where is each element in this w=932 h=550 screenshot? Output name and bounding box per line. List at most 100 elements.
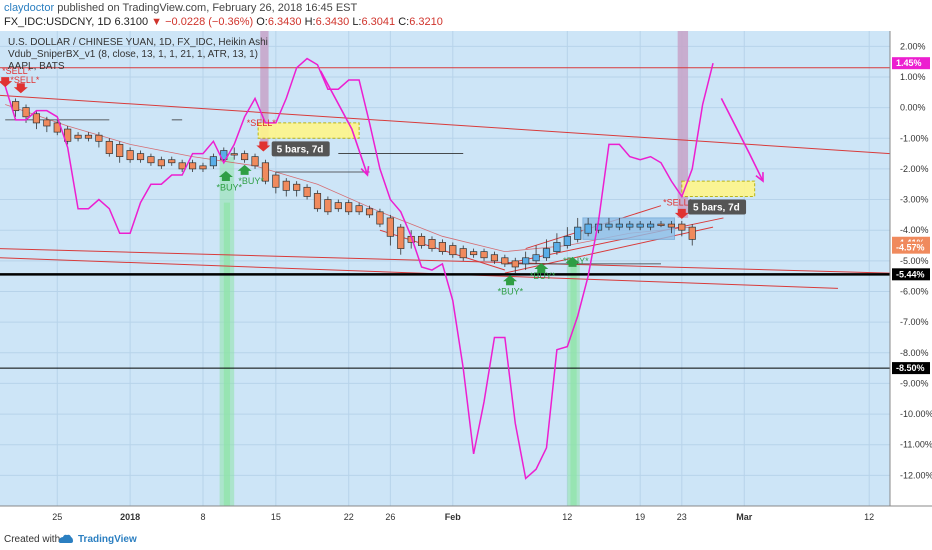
y-tick-label: -4.00% <box>900 225 929 235</box>
x-tick-label: 8 <box>200 512 205 522</box>
candle-body <box>272 174 280 188</box>
price-tag-label: -4.57% <box>896 243 925 253</box>
x-tick-label: Mar <box>736 512 753 522</box>
y-tick-label: -10.00% <box>900 409 932 419</box>
symbol-label: FX_IDC:USDCNY, 1D <box>4 16 112 28</box>
candle-body <box>501 257 509 265</box>
candle-body <box>95 134 103 142</box>
candle-body <box>490 254 499 262</box>
chart-header: claydoctor published on TradingView.com,… <box>0 0 932 30</box>
sell-signal-band <box>677 31 689 218</box>
candle-body <box>74 134 82 139</box>
buy-signal-band <box>219 156 235 506</box>
candle-body <box>105 140 113 154</box>
x-tick-label: 26 <box>385 512 395 522</box>
tradingview-logo-icon <box>59 534 73 543</box>
last-price: 6.3100 <box>114 16 149 28</box>
x-tick-label: 22 <box>344 512 354 522</box>
candle-body <box>345 202 353 213</box>
candle-body <box>376 211 384 225</box>
y-tick-label: -9.00% <box>900 378 929 388</box>
low-value: 6.3041 <box>361 16 396 28</box>
aapl-line <box>4 57 714 480</box>
close-label: C: <box>398 16 410 28</box>
tradingview-link[interactable]: TradingView <box>78 534 137 545</box>
x-tick-label: 12 <box>864 512 874 522</box>
candle-body <box>12 101 20 112</box>
candle-body <box>667 223 675 228</box>
candle-body <box>418 235 426 246</box>
x-axis-area <box>0 506 932 527</box>
sell-arrow-icon <box>256 141 271 152</box>
trend-line <box>504 217 724 265</box>
x-tick-label: 19 <box>635 512 645 522</box>
bars-duration-badge: 5 bars, 7d <box>693 203 740 214</box>
trend-line <box>0 94 891 155</box>
buy-arrow-icon <box>503 275 518 286</box>
candle-body <box>282 180 290 191</box>
open-label: O: <box>256 16 268 28</box>
x-tick-label: 15 <box>271 512 281 522</box>
x-tick-label: 25 <box>52 512 62 522</box>
bars-duration-badge-bg <box>271 141 330 157</box>
candle-body <box>178 162 186 170</box>
candle-body <box>313 193 322 210</box>
candle-body <box>199 165 207 170</box>
candle-body <box>64 128 72 142</box>
buy-arrow-icon <box>534 262 549 273</box>
price-tag-bg <box>892 362 930 375</box>
sell-arrow-icon <box>0 77 13 88</box>
author-link[interactable]: claydoctor <box>4 2 55 14</box>
candle-body <box>647 223 655 228</box>
ohlc-readout: FX_IDC:USDCNY, 1D 6.3100 ▼ −0.0228 (−0.3… <box>4 16 443 28</box>
candle-body <box>615 223 623 228</box>
buy-arrow-icon <box>237 164 252 175</box>
candle-body <box>324 199 332 213</box>
candle-body <box>293 183 301 191</box>
candle-body <box>553 242 561 252</box>
x-tick-label: 23 <box>677 512 687 522</box>
candle-body <box>480 251 488 259</box>
y-tick-label: -1.00% <box>900 133 929 143</box>
x-tick-label: 12 <box>562 512 572 522</box>
price-tag-label: 1.45% <box>896 58 922 68</box>
consolidation-box <box>582 217 676 240</box>
candle-body <box>449 245 457 256</box>
open-value: 6.3430 <box>267 16 302 28</box>
candle-body <box>365 208 374 216</box>
candle-body <box>209 156 217 167</box>
low-label: L: <box>352 16 362 28</box>
candle-body <box>251 156 259 167</box>
projection-box <box>681 180 756 197</box>
magenta-arrow <box>720 98 764 182</box>
candle-body <box>22 107 30 118</box>
indicator-legend: U.S. DOLLAR / CHINESE YUAN, 1D, FX_IDC, … <box>8 37 268 48</box>
candle-body <box>678 223 686 231</box>
publish-text: published on TradingView.com, February 2… <box>57 2 358 14</box>
candle-body <box>605 223 613 228</box>
y-tick-label: -11.00% <box>900 440 932 450</box>
candle-body <box>334 202 342 210</box>
buy-arrow-icon <box>565 256 580 267</box>
candle-body <box>438 242 446 252</box>
price-change: ▼ −0.0228 (−0.36%) <box>151 16 254 28</box>
candle-body <box>470 251 478 256</box>
candle-body <box>397 226 405 249</box>
price-chart[interactable]: *SELL**SELL**SELL**SELL**BUY**BUY**BUY**… <box>0 31 932 527</box>
candle-body <box>386 217 394 237</box>
y-tick-label: -5.00% <box>900 256 929 266</box>
candle-body <box>542 248 551 259</box>
candle-body <box>116 144 124 157</box>
close-value: 6.3210 <box>409 16 443 28</box>
y-tick-label: 2.00% <box>900 41 926 51</box>
buy-label: *BUY* <box>530 271 556 281</box>
publish-info: claydoctor published on TradingView.com,… <box>4 2 357 14</box>
y-tick-label: -8.00% <box>900 348 929 358</box>
indicator-legend: AAPL, BATS <box>8 61 65 72</box>
y-tick-label: -7.00% <box>900 317 929 327</box>
candle-body <box>574 226 582 240</box>
candle-body <box>84 134 93 139</box>
bars-duration-badge: 5 bars, 7d <box>277 144 324 155</box>
candle-body <box>626 223 634 228</box>
candle-body <box>241 153 249 161</box>
